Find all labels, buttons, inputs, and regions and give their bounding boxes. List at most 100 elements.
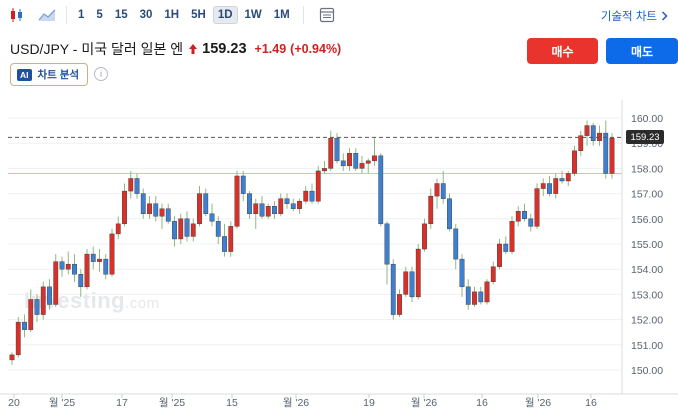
candle-body (434, 183, 440, 197)
candle-body (140, 193, 146, 214)
candle-body (59, 261, 65, 270)
timeframe-5[interactable]: 5 (96, 9, 103, 21)
x-tick-label: 월 '26 (525, 397, 551, 409)
candle-body (284, 198, 290, 204)
tech-chart-link[interactable]: 기술적 차트 (601, 8, 668, 24)
up-arrow-icon (189, 44, 198, 54)
candle-body (228, 226, 234, 252)
candle-body (278, 198, 284, 214)
instrument-header: USD/JPY - 미국 달러 일본 엔 159.23 +1.49 (+0.94… (10, 39, 341, 59)
timeframe-5h[interactable]: 5H (191, 9, 206, 21)
candle-body (90, 253, 96, 262)
area-chart-icon[interactable] (34, 2, 60, 28)
candle-body (15, 321, 21, 356)
candle-body (84, 253, 90, 288)
candle-body (540, 183, 546, 189)
candle-body (40, 286, 46, 315)
ai-chart-analysis-button[interactable]: AI 차트 분석 (10, 63, 88, 86)
candle-body (172, 221, 177, 240)
timeframe-1[interactable]: 1 (78, 9, 85, 21)
timeframe-1d[interactable]: 1D (212, 6, 238, 24)
y-tick-label: 151.00 (631, 340, 663, 352)
candle-body (253, 203, 259, 214)
x-tick-label: 17 (116, 397, 128, 409)
candle-body (265, 205, 271, 217)
candle-body (522, 211, 527, 219)
candle-body (97, 258, 102, 262)
candle-body (190, 223, 196, 237)
y-tick-label: 155.00 (631, 239, 663, 251)
candle-body (109, 233, 115, 275)
x-tick-label: 20 (8, 397, 20, 409)
candle-body (565, 173, 571, 182)
buy-button[interactable]: 매수 (527, 38, 598, 64)
candle-body (347, 153, 352, 167)
price-chart[interactable]: Investing.com 160.00 159.00 158.00 157.00 15… (0, 96, 678, 418)
timeframe-1m[interactable]: 1M (273, 9, 290, 21)
toolbar-divider (66, 6, 67, 24)
candle-body (409, 271, 415, 298)
candlestick-icon[interactable] (4, 2, 30, 28)
candle-body (353, 153, 359, 169)
y-tick-label: 154.00 (631, 264, 663, 276)
toolbar-divider (302, 6, 304, 24)
ai-badge: AI (17, 68, 32, 81)
candle-body (472, 291, 477, 305)
candle-body (534, 188, 540, 227)
candle-body (115, 223, 121, 235)
candle-body (509, 221, 515, 252)
candle-body (134, 178, 140, 194)
candle-body (328, 137, 334, 169)
candle-body (303, 190, 309, 202)
candle-body (234, 175, 240, 227)
sell-button[interactable]: 매도 (606, 38, 678, 64)
candle-body (215, 221, 221, 237)
candle-body (390, 263, 396, 315)
y-tick-label: 150.00 (631, 365, 663, 377)
candle-body (159, 208, 165, 217)
timeframe-15[interactable]: 15 (114, 9, 128, 21)
candle-body (147, 203, 152, 214)
info-icon[interactable]: i (94, 67, 108, 81)
tech-chart-label: 기술적 차트 (600, 11, 657, 23)
candle-body (515, 211, 521, 222)
candle-body (397, 294, 402, 315)
candle-body (340, 160, 346, 167)
y-tick-label: 160.00 (631, 113, 663, 125)
x-tick-label: 19 (363, 397, 375, 409)
candle-body (65, 263, 71, 270)
candle-body (322, 168, 327, 172)
pair-name: USD/JPY - 미국 달러 일본 엔 (10, 41, 184, 57)
candle-body (47, 286, 52, 305)
candle-body (184, 218, 190, 237)
indicators-panel-icon[interactable] (314, 2, 340, 28)
x-tick-label: 월 '26 (283, 397, 309, 409)
timeframe-1h[interactable]: 1H (164, 9, 180, 21)
candle-body (603, 132, 609, 174)
candle-body (247, 193, 252, 214)
candlestick-chart: 160.00159.00158.00157.00156.00155.00154.… (0, 100, 678, 409)
candle-body (128, 178, 134, 192)
x-tick-label: 월 '25 (159, 397, 185, 409)
candle-body (178, 218, 184, 240)
timeframe-30[interactable]: 30 (139, 9, 153, 21)
candle-body (259, 203, 265, 217)
candle-body (584, 125, 590, 136)
candle-body (415, 248, 421, 298)
x-tick-label: 16 (585, 397, 597, 409)
chart-toolbar: 1 5 15 30 1H 5H 1D 1W 1M 기술적 차트 (0, 0, 678, 30)
candle-body (459, 258, 465, 288)
candle-body (384, 223, 390, 265)
candle-body (572, 150, 577, 174)
candle-body (28, 299, 34, 330)
timeframe-1w[interactable]: 1W (244, 9, 262, 21)
candle-body (334, 137, 340, 162)
candle-body (209, 213, 215, 222)
ai-analysis-label: 차트 분석 (37, 69, 80, 81)
y-tick-label: 153.00 (631, 289, 663, 301)
candle-body (490, 266, 496, 282)
candle-body (309, 190, 315, 202)
candle-body (165, 208, 171, 222)
candle-body (609, 137, 615, 174)
candle-body (553, 178, 559, 194)
